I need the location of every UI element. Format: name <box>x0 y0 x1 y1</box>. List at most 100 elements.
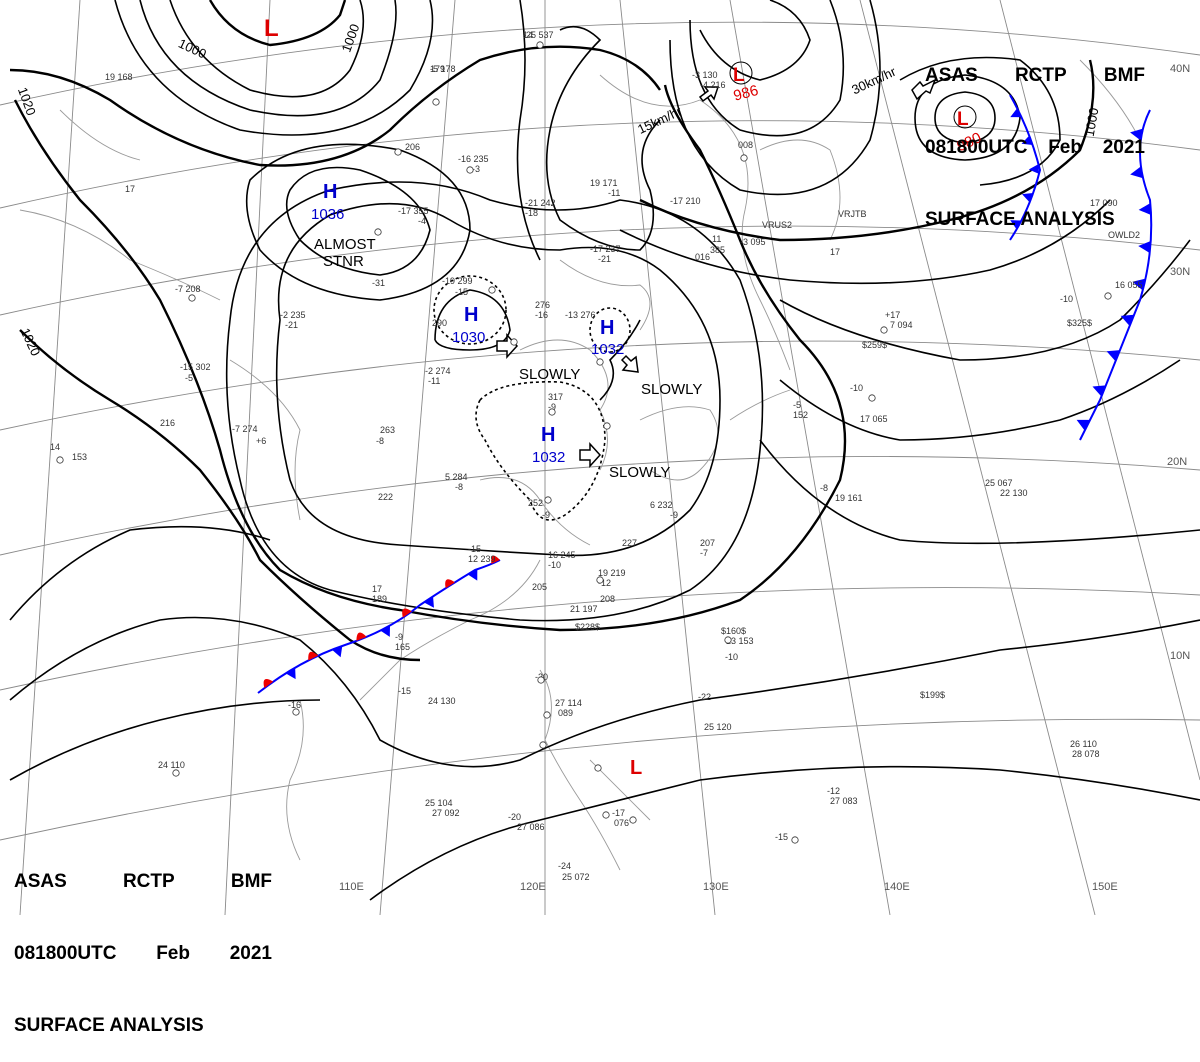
station-plot-text: -7 274 <box>232 424 258 434</box>
cold-front-triangle <box>1010 220 1022 230</box>
station-plot-text: $325$ <box>1067 318 1092 328</box>
station-plot-text: -2 274 <box>425 366 451 376</box>
station-plot-text: 5 284 <box>445 472 468 482</box>
station-plot-text: 19 171 <box>590 178 618 188</box>
station-plot-text: 385 <box>710 245 725 255</box>
cold-front-triangle <box>1138 203 1152 216</box>
low-986-circle <box>729 61 753 85</box>
station-plot-text: -2 235 <box>280 310 306 320</box>
cold-front-triangle <box>1130 166 1144 179</box>
station-circle <box>432 98 440 106</box>
station-circle <box>740 154 748 162</box>
station-plot-text: -5 178 <box>430 64 456 74</box>
motion-arrow-3 <box>620 354 639 373</box>
header-top-year: 2021 <box>1102 137 1145 158</box>
station-circle <box>791 836 799 844</box>
header-top-title: SURFACE ANALYSIS <box>925 209 1115 230</box>
station-plot-text: -21 <box>598 254 611 264</box>
station-plot-text: -22 <box>698 692 711 702</box>
station-plot-text: -8 <box>376 436 384 446</box>
station-plot-text: -8 <box>455 482 463 492</box>
station-plot-text: -12 <box>827 786 840 796</box>
station-plot-text: -21 242 <box>525 198 556 208</box>
station-plot-text: 16 055 <box>1115 280 1143 290</box>
station-plot-text: -10 <box>1060 294 1073 304</box>
station-plot-text: 25 104 <box>425 798 453 808</box>
station-plot-text: 252 <box>528 498 543 508</box>
station-plot-text: +6 <box>256 436 266 446</box>
high-1032-value-south: 1032 <box>532 449 565 466</box>
annotations: ALMOST STNR SLOWLY SLOWLY SLOWLY 15km/hr… <box>314 64 899 481</box>
station-plot-text: VRUS2 <box>762 220 792 230</box>
station-plot-text: -9 <box>395 632 403 642</box>
station-plot-text: 23 153 <box>726 636 754 646</box>
stationary-front <box>257 555 501 694</box>
station-plots: -25 537 -5 178 19 168 206 -16 235-3 17 -17 355… <box>50 30 1143 882</box>
cold-front-line-2 <box>1009 94 1042 241</box>
station-plot-text: -5 <box>793 400 801 410</box>
warm-front-semicircle <box>402 608 412 618</box>
station-plot-text: 19 168 <box>105 72 133 82</box>
station-plot-text: -17 <box>612 808 625 818</box>
station-circle <box>544 496 552 504</box>
cold-front-triangle <box>467 569 478 581</box>
station-circle <box>548 408 556 416</box>
station-plot-text: +17 <box>885 310 900 320</box>
station-circle <box>292 708 300 716</box>
station-circle <box>724 636 732 644</box>
stationary-front-symbols <box>263 555 500 689</box>
station-plot-text: 7 094 <box>890 320 913 330</box>
annotation-slowly-1: SLOWLY <box>519 366 580 383</box>
header-top-agency: ASAS <box>925 65 978 86</box>
station-plot-text: -8 <box>820 483 828 493</box>
warm-front-semicircle <box>263 678 274 689</box>
station-plot-text: -25 537 <box>523 30 554 40</box>
lon-label-120e: 120E <box>520 881 546 893</box>
station-plot-text: 19 161 <box>835 493 863 503</box>
station-plot-text: -3 130 <box>692 70 718 80</box>
header-top-code: BMF <box>1103 65 1145 86</box>
station-plot-text: 21 197 <box>570 604 598 614</box>
header-bottom-month: Feb <box>156 943 190 964</box>
cold-front-triangle <box>1076 419 1091 431</box>
annotation-almost: ALMOST <box>314 236 376 253</box>
cold-front-triangle <box>331 645 343 658</box>
station-plot-text: 17 065 <box>860 414 888 424</box>
motion-arrows <box>496 78 937 468</box>
annotation-slowly-3: SLOWLY <box>609 464 670 481</box>
station-circle <box>868 394 876 402</box>
station-plot-text: 16 245 <box>548 550 576 560</box>
high-1030-symbol: H <box>464 304 478 326</box>
low-symbol-top: L <box>264 15 279 42</box>
station-circle <box>543 711 551 719</box>
cold-front-triangle <box>1021 135 1033 146</box>
station-plot-text: 24 130 <box>428 696 456 706</box>
header-top-time: 081800UTC <box>925 137 1028 158</box>
high-1032-symbol-east: H <box>600 317 614 339</box>
station-plot-text: -4 216 <box>700 80 726 90</box>
station-plot-text: 207 <box>700 538 715 548</box>
station-plot-text: -7 208 <box>175 284 201 294</box>
station-plot-text: -9 <box>542 510 550 520</box>
station-plot-text: 290 <box>432 318 447 328</box>
station-plot-text: -15 302 <box>180 362 211 372</box>
station-circle <box>510 338 518 346</box>
lon-label-150e: 150E <box>1092 881 1118 893</box>
station-plot-text: 216 <box>160 418 175 428</box>
map-background <box>0 0 1200 915</box>
station-plot-text: -21 <box>285 320 298 330</box>
station-plot-text: -10 <box>548 560 561 570</box>
isobars <box>9 0 1200 901</box>
high-1032-value-east: 1032 <box>591 341 624 358</box>
cold-front-triangle <box>1092 385 1106 397</box>
station-plot-text: 089 <box>558 708 573 718</box>
cold-front-triangle <box>1106 350 1120 362</box>
header-bottom-left: ASAS RCTP BMF 081800UTC Feb 2021 SURFACE… <box>14 822 272 1062</box>
station-plot-text: -16 <box>288 700 301 710</box>
low-symbol-south: L <box>630 757 642 779</box>
coastlines <box>19 59 1141 871</box>
station-plot-text: -16 <box>535 310 548 320</box>
station-plot-text: 17 <box>830 247 840 257</box>
cold-front-triangles <box>1010 108 1152 431</box>
low-986-symbol: L <box>733 65 745 86</box>
